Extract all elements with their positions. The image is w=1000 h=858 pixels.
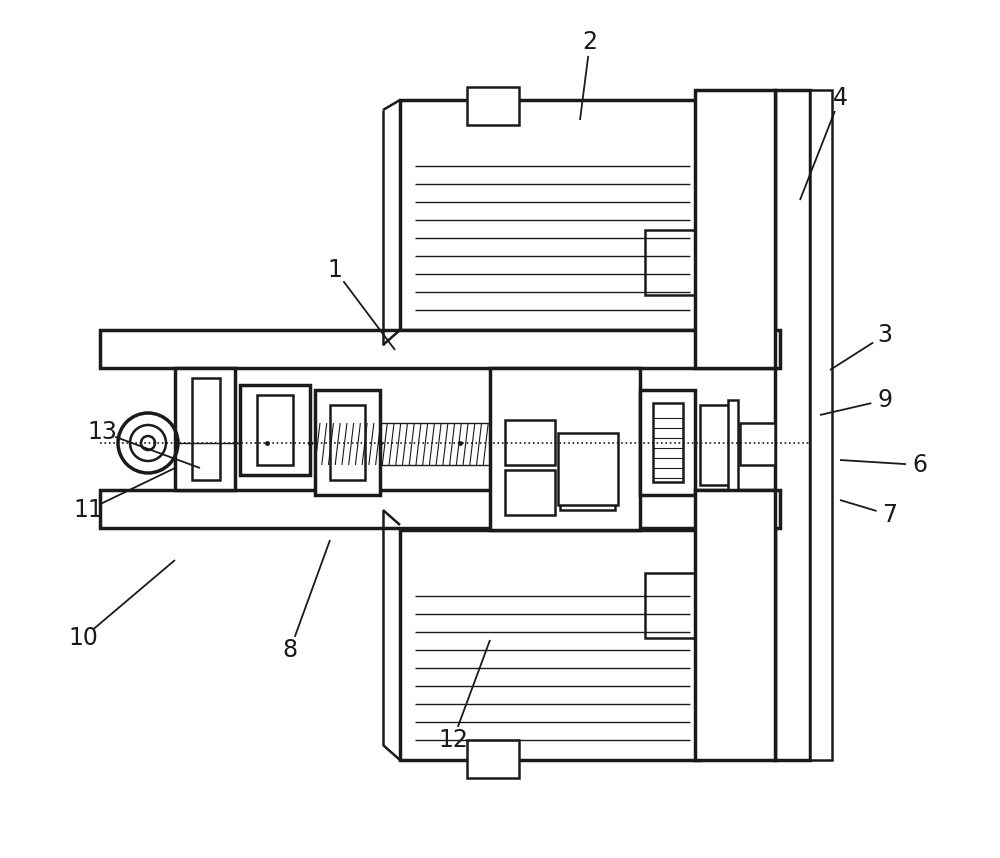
Bar (400, 530, 700, 760)
Text: 13: 13 (87, 420, 117, 444)
Text: 12: 12 (438, 728, 468, 752)
Bar (728, 400, 738, 490)
Text: 10: 10 (68, 626, 98, 650)
Text: 1: 1 (328, 258, 342, 282)
Text: 7: 7 (883, 503, 898, 527)
Bar (645, 573, 695, 638)
Bar (100, 330, 780, 368)
Bar (560, 435, 615, 470)
Bar (100, 490, 780, 528)
Bar (775, 90, 810, 760)
Bar (192, 378, 220, 480)
Bar (330, 405, 365, 480)
Text: 4: 4 (832, 86, 848, 110)
Bar (315, 390, 380, 495)
Text: 2: 2 (582, 30, 598, 54)
Bar (467, 740, 519, 778)
Bar (810, 90, 832, 760)
Bar (490, 368, 640, 530)
Bar (640, 390, 695, 495)
Bar (175, 368, 235, 490)
Text: 9: 9 (878, 388, 893, 412)
Bar (505, 470, 555, 515)
Text: 6: 6 (912, 453, 928, 477)
Bar (315, 423, 490, 465)
Bar (645, 230, 695, 295)
Text: 8: 8 (282, 638, 298, 662)
Bar (695, 90, 775, 368)
Bar (505, 420, 555, 465)
Bar (700, 405, 730, 485)
Bar (257, 395, 293, 465)
Bar (695, 490, 775, 760)
Text: 3: 3 (878, 323, 893, 347)
Bar (558, 433, 618, 505)
Bar (653, 403, 683, 482)
Bar (560, 475, 615, 510)
Text: 11: 11 (73, 498, 103, 522)
Bar (240, 385, 310, 475)
Bar (467, 87, 519, 125)
Bar (740, 423, 775, 465)
Bar (400, 100, 700, 330)
